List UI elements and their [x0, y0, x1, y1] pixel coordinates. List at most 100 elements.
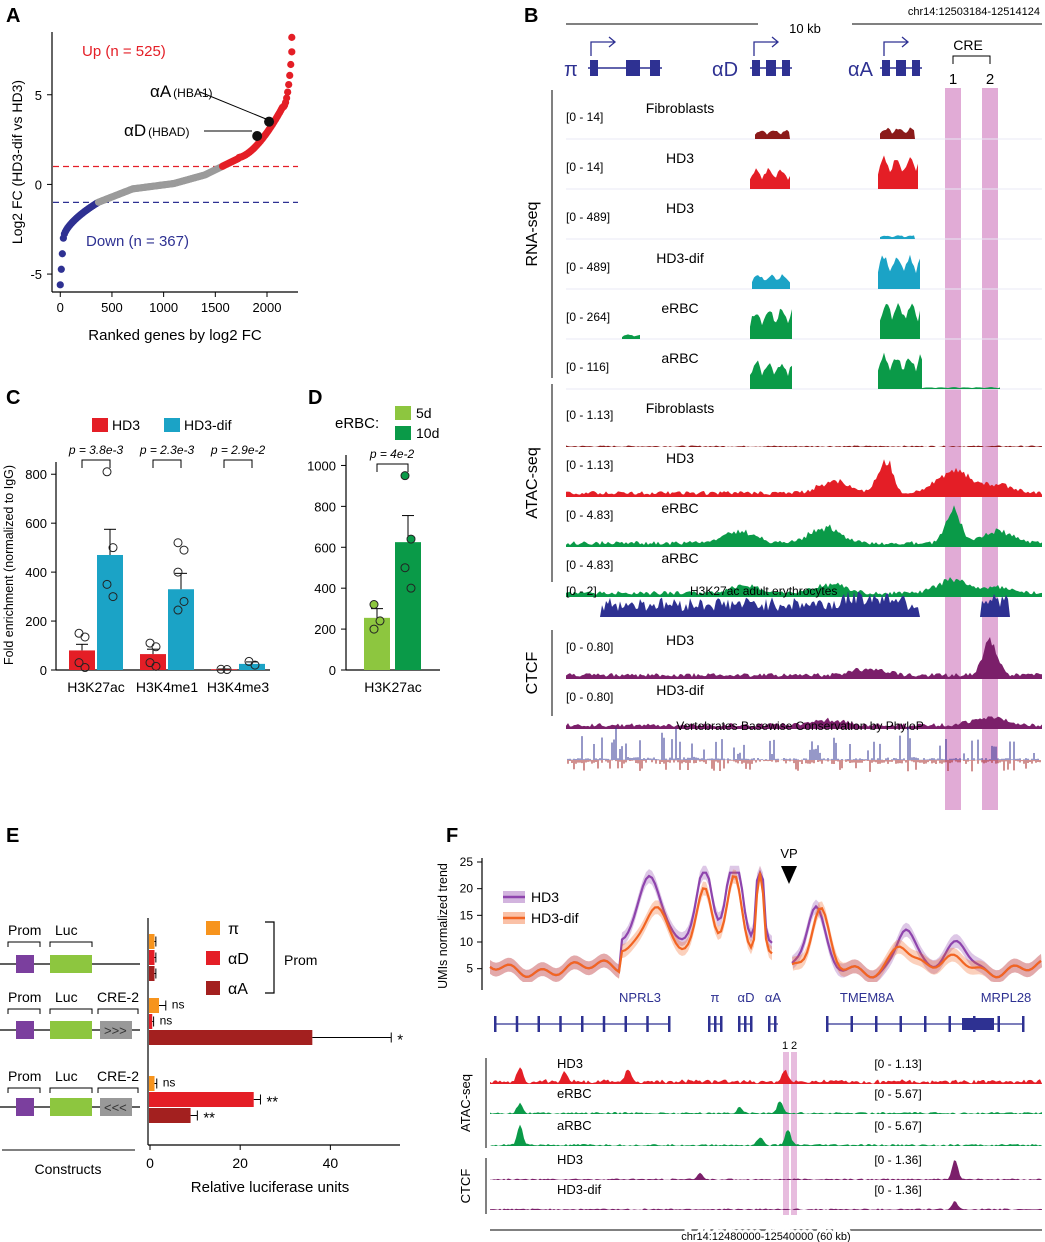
- f-track-name: aRBC: [557, 1118, 592, 1133]
- c-ytick-label: 200: [25, 614, 47, 629]
- b-cre-site-1: 1: [949, 71, 957, 88]
- f-trend-line: [489, 872, 773, 978]
- a-highlight-point: [252, 131, 263, 141]
- c-pvalue: p = 3.8e-3: [68, 443, 124, 457]
- e-bar: [149, 1014, 153, 1029]
- b-rna-peak: [622, 334, 640, 339]
- a-point: [288, 48, 296, 56]
- f-gene-alphaD: αD: [738, 990, 755, 1005]
- f-exon: [774, 1016, 777, 1032]
- panel-b-letter: B: [524, 5, 538, 27]
- e-legend-alphaD: αD: [228, 951, 249, 968]
- a-point: [288, 33, 296, 41]
- c-legend-hd3dif: HD3-dif: [184, 417, 232, 433]
- c-bar: [168, 589, 194, 670]
- e-significance: *: [397, 1032, 403, 1049]
- b-gene-alphaD-exon2: [766, 60, 776, 76]
- e-bar: [149, 1108, 191, 1123]
- d-point: [400, 563, 410, 573]
- a-alphaD-symbol: αD: [124, 121, 146, 140]
- c-point: [102, 579, 112, 589]
- a-alphaD-gene: (HBAD): [148, 125, 189, 139]
- panel-a-letter: A: [6, 5, 20, 27]
- d-legend-5d-swatch: [395, 406, 411, 420]
- b-track-range: [0 - 116]: [566, 360, 609, 374]
- f-confidence-band: [792, 899, 1042, 982]
- f-site2-label: 2: [791, 1040, 797, 1052]
- f-exon: [750, 1016, 753, 1032]
- f-exon: [668, 1016, 671, 1032]
- b-ctcf-label: CTCF: [524, 651, 541, 694]
- b-gene-alphaD-arrow: [753, 36, 780, 56]
- d-point: [400, 471, 410, 481]
- b-rna-peak: [752, 274, 790, 289]
- f-ytick-label: 10: [460, 935, 474, 949]
- e-significance: **: [266, 1094, 278, 1111]
- c-pvalue-bracket: [81, 459, 111, 468]
- b-track-name: Fibroblasts: [646, 100, 714, 116]
- e-bar: [149, 1030, 313, 1045]
- a-points: [56, 33, 296, 289]
- c-y-label: Fold enrichment (normalized to IgG): [2, 465, 16, 665]
- f-legend-hd3dif: HD3-dif: [531, 910, 579, 926]
- b-rna-peak: [750, 308, 792, 339]
- f-signal-track: [490, 1067, 1042, 1084]
- panel-c-bar-chart: HD3 HD3-dif 0 200 400 600 800 H3K27ac p = 3.8e…: [2, 417, 270, 695]
- a-alphaA-symbol: αA: [150, 82, 172, 101]
- b-track-range: [0 - 489]: [566, 260, 610, 274]
- panel-b-genome-browser: chr14:12503184-12514124 10 kb π αD αA C: [524, 6, 1042, 810]
- b-track-name: HD3-dif: [656, 250, 704, 266]
- f-exon: [997, 1016, 1000, 1032]
- e-c3-prom-label: Prom: [8, 1068, 41, 1084]
- f-atac-label: ATAC-seq: [458, 1074, 473, 1132]
- b-track-name: H3K27ac adult erythrocytes: [690, 584, 837, 598]
- b-track-range: [0 - 1.13]: [566, 458, 613, 472]
- c-point: [108, 592, 118, 602]
- b-h3k27ac-track: [566, 591, 1042, 617]
- f-exon: [899, 1016, 902, 1032]
- c-point: [250, 660, 260, 670]
- c-point: [151, 642, 161, 652]
- e-significance: ns: [172, 998, 185, 1012]
- b-gene-pi-exon1: [590, 60, 598, 76]
- e-legend-pi-swatch: [206, 921, 220, 935]
- a-point: [283, 94, 291, 102]
- c-bars: 0 200 400 600 800 H3K27ac p = 3.8e-3 H3K4me1 p =…: [25, 443, 269, 695]
- b-track-name: aRBC: [661, 550, 698, 566]
- d-bar: [364, 617, 390, 670]
- f-trend-line: [791, 907, 1042, 979]
- c-point: [179, 596, 189, 606]
- e-constructs-label: Constructs: [35, 1161, 102, 1177]
- e-c2-cre-bracket: [97, 1008, 139, 1014]
- c-category-label: H3K4me1: [136, 679, 198, 695]
- e-c2-cre-arrows: >>>: [104, 1023, 127, 1038]
- c-pvalue: p = 2.9e-2: [210, 443, 266, 457]
- e-x-label: Relative luciferase units: [191, 1179, 349, 1196]
- a-point: [286, 71, 294, 80]
- c-ytick-label: 600: [25, 516, 47, 531]
- panel-f-capture-c: 5 10 15 20 25 UMIs normalized trend HD3 HD3-…: [436, 846, 1042, 1242]
- f-track-range: [0 - 5.67]: [874, 1119, 921, 1133]
- e-construct-1: Prom Luc: [0, 922, 140, 973]
- b-signal-track: [566, 505, 1042, 547]
- c-ytick-label: 400: [25, 565, 47, 580]
- c-point: [74, 628, 84, 638]
- f-tracks: HD3 [0 - 1.13] eRBC [0 - 5.67] aRBC [0 - 5.67…: [490, 1056, 1042, 1210]
- b-signal-track: [566, 459, 1042, 497]
- e-c2-luc-bracket: [49, 1008, 93, 1014]
- f-exon: [738, 1016, 741, 1032]
- f-gene-alphaA: αA: [765, 990, 782, 1005]
- d-point: [375, 616, 385, 626]
- b-gene-alphaA-exon2: [896, 60, 906, 76]
- e-legend-alphaA: αA: [228, 981, 248, 998]
- d-ytick-label: 800: [314, 499, 336, 514]
- f-ytick-label: 15: [460, 908, 474, 922]
- b-gene-alphaD-exon3: [782, 60, 790, 76]
- f-exon: [624, 1016, 627, 1032]
- f-ctcf-label: CTCF: [458, 1169, 473, 1204]
- e-c1-luc-bracket: [49, 941, 93, 947]
- c-pvalue: p = 2.3e-3: [139, 443, 195, 457]
- b-coordinate: chr14:12503184-12514124: [908, 6, 1040, 18]
- f-lines: [489, 865, 1042, 982]
- e-c3-luc-bracket: [49, 1087, 93, 1093]
